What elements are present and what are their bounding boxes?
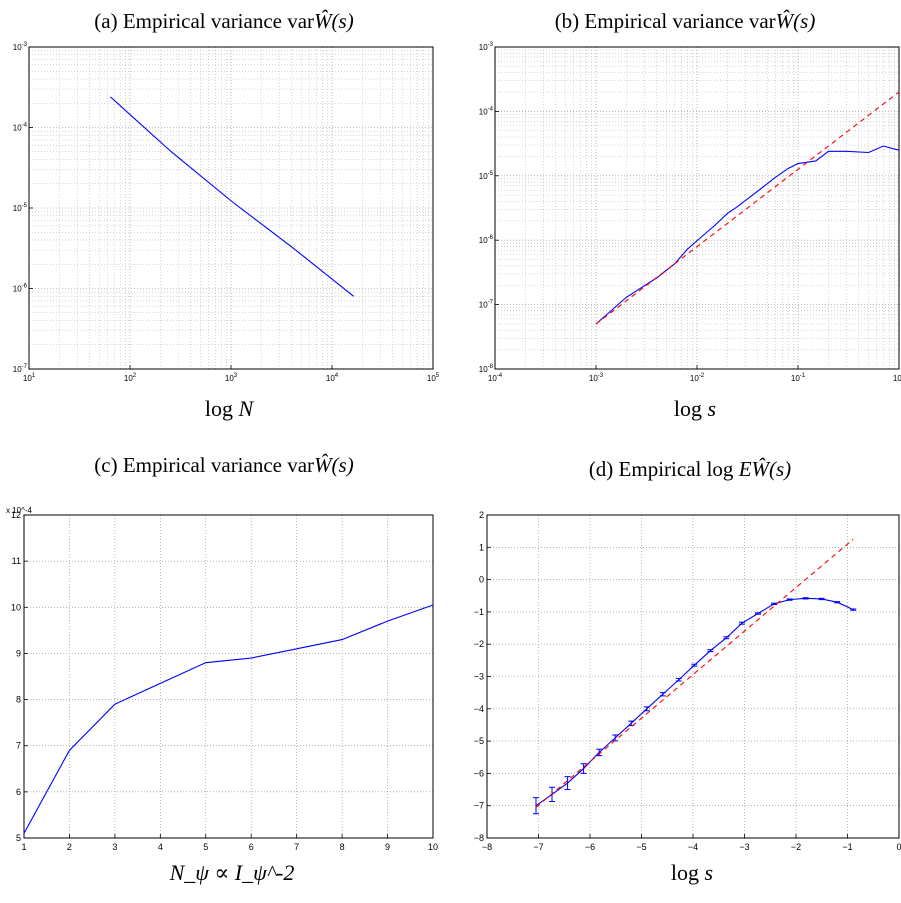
y-tick-label: −5 xyxy=(474,736,484,746)
y-tick-label: 10-4 xyxy=(13,123,28,133)
x-tick-label: 1 xyxy=(21,842,26,852)
y-tick-label: 7 xyxy=(16,741,21,751)
x-tick-label: 10-3 xyxy=(589,373,604,383)
panel-b-frame xyxy=(494,46,900,370)
x-tick-label: 10-1 xyxy=(791,373,806,383)
x-tick-label: 105 xyxy=(427,373,440,383)
panel-c-y-multiplier: x 10^-4 xyxy=(6,506,33,515)
y-tick-label: 1 xyxy=(479,542,484,552)
x-tick-label: −7 xyxy=(533,842,543,852)
x-tick-label: −5 xyxy=(636,842,646,852)
x-tick-label: 6 xyxy=(249,842,254,852)
y-tick-label: 10-5 xyxy=(13,203,28,213)
panel-a-grid xyxy=(28,46,434,370)
panel-b-data-line xyxy=(595,145,900,325)
y-tick-label: 10 xyxy=(11,602,21,612)
x-tick-label: 10-4 xyxy=(488,373,503,383)
panel-b-title: (b) Empirical variance varŴ(s) xyxy=(555,9,816,33)
panel-a-ticks: 101 102 103 104 105 10-7 10-6 10-5 10-4 10-3 xyxy=(13,42,440,383)
y-tick-label: −3 xyxy=(474,672,484,682)
x-tick-label: 104 xyxy=(326,373,339,383)
x-tick-label: 2 xyxy=(67,842,72,852)
x-tick-label: 102 xyxy=(124,373,137,383)
panel-d-errorbars xyxy=(532,597,857,815)
y-tick-label: 9 xyxy=(16,648,21,658)
panel-b-fit-line xyxy=(595,91,900,325)
y-tick-label: −7 xyxy=(474,801,484,811)
y-tick-label: 10-6 xyxy=(479,235,494,245)
panel-a-xlabel: log N xyxy=(205,396,255,421)
panel-d-xlabel: log s xyxy=(671,860,713,885)
y-tick-label: 10-5 xyxy=(479,171,494,181)
x-tick-label: −6 xyxy=(585,842,595,852)
x-tick-label: −1 xyxy=(842,842,852,852)
x-tick-label: 7 xyxy=(294,842,299,852)
panel-d-fit-line xyxy=(535,538,854,808)
y-tick-label: 11 xyxy=(12,556,21,566)
panel-b-xlabel: log s xyxy=(674,396,716,421)
y-tick-label: −6 xyxy=(474,768,484,778)
y-tick-label: 10-6 xyxy=(13,284,28,294)
x-tick-label: 0 xyxy=(896,842,901,852)
y-tick-label: 10-8 xyxy=(479,364,494,374)
x-tick-label: −4 xyxy=(688,842,698,852)
y-tick-label: 8 xyxy=(16,695,21,705)
panel-c-xlabel: N_ψ ∝ I_ψ^-2 xyxy=(169,860,295,885)
y-tick-label: −4 xyxy=(474,704,484,714)
x-tick-label: 100 xyxy=(893,373,901,383)
y-tick-label: 0 xyxy=(479,575,484,585)
y-tick-label: −8 xyxy=(474,833,484,843)
panel-d-data-line xyxy=(535,597,854,807)
y-tick-label: 12 xyxy=(11,510,21,520)
x-tick-label: 5 xyxy=(203,842,208,852)
x-tick-label: −3 xyxy=(739,842,749,852)
panel-c-data-line xyxy=(23,604,434,834)
panel-d-ticks: −8 −7 −6 −5 −4 −3 −2 −1 0 −8 −7 −6 −5 −4 −3 −2 −1 0 1 2 xyxy=(474,510,901,852)
panel-b-ticks: 10-4 10-3 10-2 10-1 100 10-8 10-7 10-6 10-5 10-4 1… xyxy=(479,42,901,383)
x-tick-label: 101 xyxy=(23,373,36,383)
panel-b-grid xyxy=(494,46,900,370)
x-tick-label: 4 xyxy=(158,842,163,852)
panel-c-title: (c) Empirical variance varŴ(s) xyxy=(94,453,353,477)
x-tick-label: −2 xyxy=(791,842,801,852)
panel-a: 101 102 103 104 105 10-7 10-6 10-5 10-4 10-3 xyxy=(13,42,440,383)
x-tick-label: 9 xyxy=(385,842,390,852)
y-tick-label: 10-4 xyxy=(479,106,494,116)
y-tick-label: −2 xyxy=(474,639,484,649)
panel-a-title: (a) Empirical variance varŴ(s) xyxy=(94,9,353,33)
x-tick-label: 3 xyxy=(112,842,117,852)
panel-d: −8 −7 −6 −5 −4 −3 −2 −1 0 −8 −7 −6 −5 −4 −3 −2 −1 0 1 2 xyxy=(474,510,901,852)
x-tick-label: 103 xyxy=(225,373,238,383)
panel-d-frame xyxy=(486,514,900,839)
panel-b: 10-4 10-3 10-2 10-1 100 10-8 10-7 10-6 10-5 10-4 1… xyxy=(479,42,901,383)
x-tick-label: 10-2 xyxy=(690,373,705,383)
y-tick-label: 10-3 xyxy=(479,42,494,52)
y-tick-label: −1 xyxy=(474,607,484,617)
x-tick-label: −8 xyxy=(482,842,492,852)
panel-a-frame xyxy=(28,46,434,370)
x-tick-label: 8 xyxy=(340,842,345,852)
panel-d-grid xyxy=(486,514,900,839)
panel-c-grid xyxy=(23,514,434,839)
y-tick-label: 10-3 xyxy=(13,42,28,52)
y-tick-label: 2 xyxy=(479,510,484,520)
y-tick-label: 10-7 xyxy=(479,300,494,310)
panel-d-title: (d) Empirical log EŴ(s) xyxy=(589,457,791,481)
y-tick-label: 5 xyxy=(16,833,21,843)
panel-a-data-line xyxy=(110,96,355,297)
panel-c-frame xyxy=(23,514,434,839)
y-tick-label: 6 xyxy=(16,787,21,797)
x-tick-label: 10 xyxy=(428,842,438,852)
y-tick-label: 10-7 xyxy=(13,364,28,374)
